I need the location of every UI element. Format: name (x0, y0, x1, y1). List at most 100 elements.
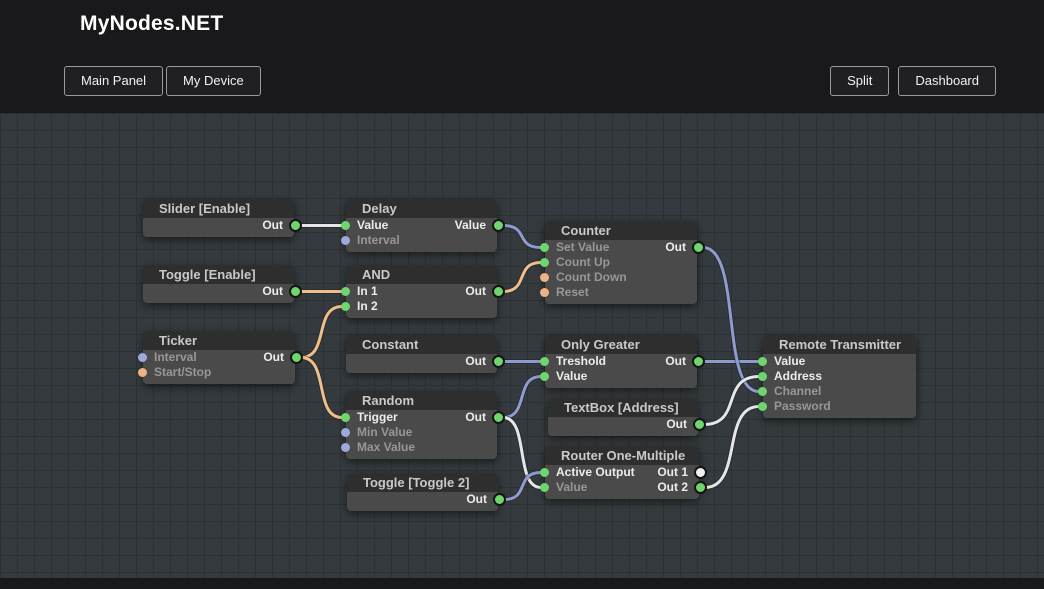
node-remote-transmitter[interactable]: Remote Transmitter Value Address Channel Pas… (758, 335, 916, 418)
input-port-value[interactable] (540, 483, 549, 492)
node-random[interactable]: Random Trigger Out Min Value Max Value (341, 391, 505, 459)
node-row: Max Value (341, 440, 497, 455)
input-port-treshold[interactable] (540, 357, 549, 366)
input-label: Start/Stop (154, 365, 212, 379)
input-port-trigger[interactable] (341, 413, 350, 422)
output-port-out-2[interactable] (694, 481, 707, 494)
node-title: Random (346, 391, 497, 410)
output-port-out[interactable] (692, 241, 705, 254)
input-port-max-value[interactable] (341, 443, 350, 452)
input-port-address[interactable] (758, 372, 767, 381)
input-port-count-up[interactable] (540, 258, 549, 267)
split-button[interactable]: Split (830, 66, 890, 96)
tab-my-device[interactable]: My Device (166, 66, 261, 96)
input-port-min-value[interactable] (341, 428, 350, 437)
node-row: Treshold Out (540, 354, 705, 369)
output-port-out[interactable] (492, 355, 505, 368)
input-port-value[interactable] (758, 357, 767, 366)
input-label: Max Value (357, 440, 416, 454)
node-title: Ticker (143, 331, 295, 350)
input-label: Password (774, 399, 831, 413)
node-row: Out (347, 492, 506, 507)
input-port-value[interactable] (341, 221, 350, 230)
wire[interactable] (299, 305, 344, 359)
output-port-out[interactable] (492, 285, 505, 298)
output-label: Out (263, 350, 284, 364)
output-label: Out (465, 284, 486, 298)
wire[interactable] (501, 416, 543, 489)
input-label: Count Up (556, 255, 610, 269)
node-row: Value Value (341, 218, 505, 233)
node-title: Toggle [Toggle 2] (347, 473, 498, 492)
wire[interactable] (501, 375, 543, 419)
wire[interactable] (501, 261, 543, 293)
wire[interactable] (703, 405, 761, 489)
node-row: Active Output Out 1 (540, 465, 707, 480)
input-port-count-down[interactable] (540, 273, 549, 282)
wire[interactable] (502, 471, 543, 501)
input-port-value[interactable] (540, 372, 549, 381)
node-delay[interactable]: Delay Value Value Interval (341, 199, 505, 252)
input-label: In 1 (357, 284, 378, 298)
input-port-in-1[interactable] (341, 287, 350, 296)
input-label: Value (556, 369, 588, 383)
output-port-value[interactable] (492, 219, 505, 232)
input-label: Active Output (556, 465, 635, 479)
node-counter[interactable]: Counter Set Value Out Count Up Count Down Res… (540, 221, 705, 304)
input-port-interval[interactable] (341, 236, 350, 245)
node-toggle-toggle-2[interactable]: Toggle [Toggle 2] Out (347, 473, 506, 511)
input-label: Address (774, 369, 823, 383)
node-textbox-address[interactable]: TextBox [Address] Out (548, 398, 706, 436)
input-label: Interval (154, 350, 197, 364)
output-label: Out (465, 354, 486, 368)
wire[interactable] (299, 356, 344, 419)
input-label: Trigger (357, 410, 398, 424)
output-port-out[interactable] (289, 219, 302, 232)
output-label: Out (465, 410, 486, 424)
output-port-out[interactable] (290, 351, 303, 364)
node-row: Count Down (540, 270, 697, 285)
node-slider-enable[interactable]: Slider [Enable] Out (143, 199, 302, 237)
node-row: Interval Out (138, 350, 303, 365)
node-only-greater[interactable]: Only Greater Treshold Out Value (540, 335, 705, 388)
input-port-interval[interactable] (138, 353, 147, 362)
node-row: Set Value Out (540, 240, 705, 255)
wire[interactable] (501, 224, 543, 249)
input-label: Count Down (556, 270, 627, 284)
node-toggle-enable[interactable]: Toggle [Enable] Out (143, 265, 302, 303)
wire[interactable] (702, 375, 761, 426)
input-port-start-stop[interactable] (138, 368, 147, 377)
output-port-out[interactable] (492, 411, 505, 424)
tab-main-panel[interactable]: Main Panel (64, 66, 164, 96)
output-port-out[interactable] (693, 418, 706, 431)
input-port-reset[interactable] (540, 288, 549, 297)
output-port-out[interactable] (289, 285, 302, 298)
wire[interactable] (701, 246, 761, 393)
node-router-one-multiple[interactable]: Router One-Multiple Active Output Out 1 Val… (540, 446, 707, 499)
output-port-out[interactable] (493, 493, 506, 506)
node-canvas[interactable]: Slider [Enable] Out Delay Value Value Interva… (0, 113, 1044, 589)
input-label: Set Value (556, 240, 610, 254)
node-row: Out (143, 284, 302, 299)
app-header: MyNodes.NET Main Panel My Device Split D… (0, 0, 1044, 113)
output-port-out[interactable] (692, 355, 705, 368)
dashboard-button[interactable]: Dashboard (898, 66, 996, 96)
input-label: Channel (774, 384, 822, 398)
node-row: Value Out 2 (540, 480, 707, 495)
output-port-out-1[interactable] (694, 466, 707, 479)
input-label: Value (357, 218, 389, 232)
tab-bar: Main Panel My Device (64, 66, 261, 96)
input-port-set-value[interactable] (540, 243, 549, 252)
input-port-in-2[interactable] (341, 302, 350, 311)
input-port-password[interactable] (758, 402, 767, 411)
input-port-channel[interactable] (758, 387, 767, 396)
output-label: Out (665, 354, 686, 368)
output-label: Out (665, 240, 686, 254)
node-row: In 1 Out (341, 284, 505, 299)
input-port-active-output[interactable] (540, 468, 549, 477)
node-ticker[interactable]: Ticker Interval Out Start/Stop (138, 331, 303, 384)
node-row: Start/Stop (138, 365, 295, 380)
node-and[interactable]: AND In 1 Out In 2 (341, 265, 505, 318)
node-row: Interval (341, 233, 497, 248)
node-constant[interactable]: Constant Out (346, 335, 505, 373)
